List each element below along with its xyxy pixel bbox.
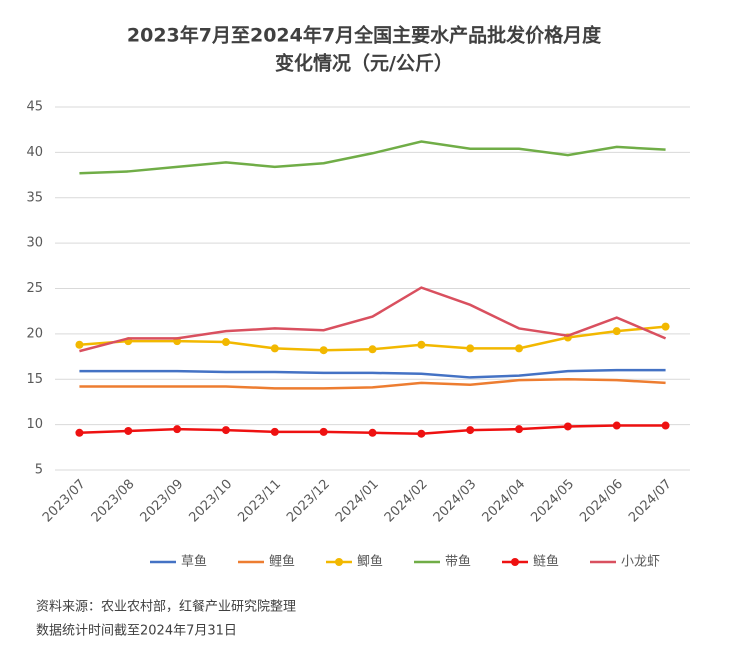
chart-title: 2023年7月至2024年7月全国主要水产品批发价格月度 [127,24,602,47]
x-tick-label: 2023/08 [89,477,138,526]
point [368,345,377,354]
point [319,346,328,355]
series-line [79,286,667,353]
point [270,427,279,436]
y-tick-label: 25 [26,281,43,296]
legend-label: 鲫鱼 [357,554,383,570]
x-tick-label: 2023/09 [138,477,187,526]
y-tick-label: 40 [26,145,43,160]
point [75,428,84,437]
x-tick-label: 2023/12 [284,477,333,526]
y-tick-label: 35 [26,190,43,205]
point [417,340,426,349]
point [515,425,524,434]
x-tick-label: 2023/11 [235,477,284,526]
legend-label: 草鱼 [181,554,207,570]
y-tick-label: 5 [35,463,43,478]
legend-label: 小龙虾 [621,555,660,570]
point [515,344,524,353]
y-tick-label: 45 [26,100,43,115]
legend-label: 鲤鱼 [269,554,295,570]
point [75,340,84,349]
point [221,426,230,435]
point [319,427,328,436]
series-line [79,377,666,390]
point [612,421,621,430]
y-tick-label: 15 [26,372,43,387]
point [417,429,426,438]
point [368,428,377,437]
point [124,426,133,435]
legend-label: 带鱼 [445,554,471,570]
x-tick-label: 2024/07 [626,477,675,526]
legend-label: 鲢鱼 [533,554,559,570]
y-tick-label: 20 [26,326,43,341]
legend-marker [511,558,519,566]
source-note: 数据统计时间截至2024年7月31日 [36,624,237,639]
x-tick-label: 2024/06 [577,477,626,526]
point [612,327,621,336]
source-note: 资料来源：农业农村部，红餐产业研究院整理 [36,599,296,615]
point [466,426,475,435]
x-tick-label: 2024/05 [528,477,577,526]
point [466,344,475,353]
x-tick-label: 2023/10 [186,477,235,526]
point [563,422,572,431]
x-tick-label: 2024/02 [382,477,431,526]
point [661,322,670,331]
x-tick-label: 2024/01 [333,477,382,526]
x-tick-label: 2023/07 [40,477,89,526]
point [173,425,182,434]
x-tick-label: 2024/03 [431,477,480,526]
y-tick-label: 10 [26,417,43,432]
point [661,421,670,430]
series-line [79,140,666,175]
y-tick-label: 30 [26,236,43,251]
legend-marker [335,558,343,566]
point [221,338,230,347]
point [270,344,279,353]
x-tick-label: 2024/04 [480,477,529,526]
chart-title: 变化情况（元/公斤） [275,52,453,75]
series-line [79,368,666,379]
